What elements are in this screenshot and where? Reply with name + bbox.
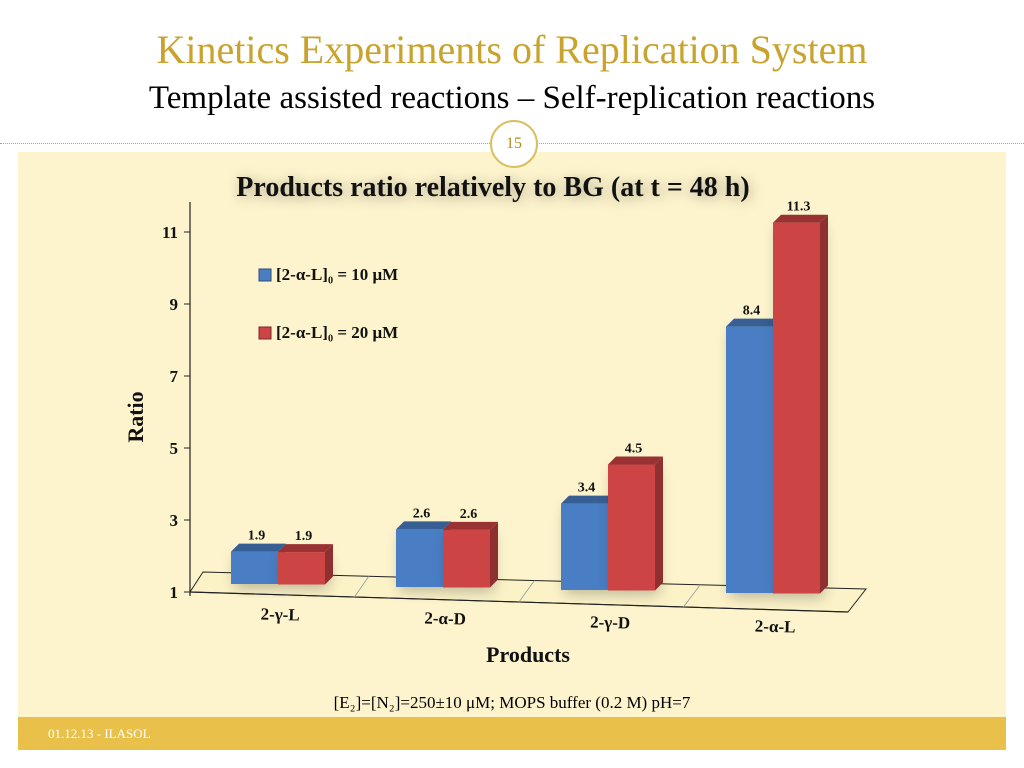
bar-side-face (490, 521, 498, 588)
bar-top-face (443, 521, 498, 530)
slide-subtitle: Template assisted reactions – Self-repli… (148, 80, 876, 116)
legend-entry: [2-α-L]₀ = 20 μM (276, 323, 398, 342)
slide-title: Kinetics Experiments of Replication Syst… (156, 27, 868, 72)
bar-top-face (726, 318, 781, 327)
bar-side-face (325, 544, 333, 585)
bar-value-label: 4.5 (625, 442, 643, 457)
y-tick-label: 11 (162, 223, 178, 242)
footer-date-label: 01.12.13 - ILASOL (48, 726, 151, 741)
x-tick-label: 2-α-D (424, 608, 466, 628)
legend-swatch (258, 326, 272, 340)
y-tick-label: 1 (170, 583, 179, 602)
bar-side-face (820, 214, 828, 594)
bar (443, 529, 490, 588)
y-axis-label: Ratio (123, 391, 148, 442)
bar (396, 529, 443, 587)
bar (561, 503, 608, 590)
legend-swatch (258, 268, 272, 282)
floor-divider (354, 576, 370, 598)
x-tick-label: 2-γ-L (260, 604, 300, 624)
bar-value-label: 1.9 (248, 529, 266, 544)
y-tick-label: 9 (170, 295, 179, 314)
legend-entry: [2-α-L]₀ = 10 μM (276, 265, 398, 284)
bar-chart: Products ratio relatively to BG (at t = … (123, 172, 868, 667)
floor-divider (683, 584, 701, 608)
bar (726, 326, 773, 593)
bar-value-label: 8.4 (743, 304, 761, 319)
chart-panel: Products ratio relatively to BG (at t = … (18, 152, 1006, 717)
bar (608, 464, 655, 591)
footer-bar: 01.12.13 - ILASOL (18, 717, 1006, 750)
bar-side-face (655, 456, 663, 591)
bar-top-face (561, 495, 616, 504)
bar-value-label: 11.3 (787, 200, 811, 215)
floor-divider (518, 580, 535, 603)
experimental-conditions-note: [E₂]=[N₂]=250±10 μM; MOPS buffer (0.2 M)… (333, 693, 691, 712)
x-tick-label: 2-γ-D (590, 612, 631, 632)
chart-title: Products ratio relatively to BG (at t = … (236, 172, 749, 203)
x-tick-label: 2-α-L (755, 616, 796, 636)
bar-top-face (278, 544, 333, 553)
bar-value-label: 1.9 (295, 529, 313, 544)
bar (773, 222, 820, 594)
bar (278, 552, 325, 585)
bar-value-label: 2.6 (413, 506, 431, 521)
chart-title-shadow: Products ratio relatively to BG (at t = … (238, 174, 751, 205)
y-tick-label: 7 (170, 367, 179, 386)
x-axis-label: Products (486, 642, 570, 667)
bar-value-label: 3.4 (578, 481, 596, 496)
y-tick-label: 5 (170, 439, 179, 458)
slide-number-badge: 15 (490, 120, 538, 168)
bar-top-face (396, 521, 451, 530)
y-tick-label: 3 (170, 511, 179, 530)
bar-top-face (608, 456, 663, 465)
bar (231, 551, 278, 584)
bar-value-label: 2.6 (460, 507, 478, 522)
bar-top-face (773, 214, 828, 223)
bar-top-face (231, 543, 286, 552)
